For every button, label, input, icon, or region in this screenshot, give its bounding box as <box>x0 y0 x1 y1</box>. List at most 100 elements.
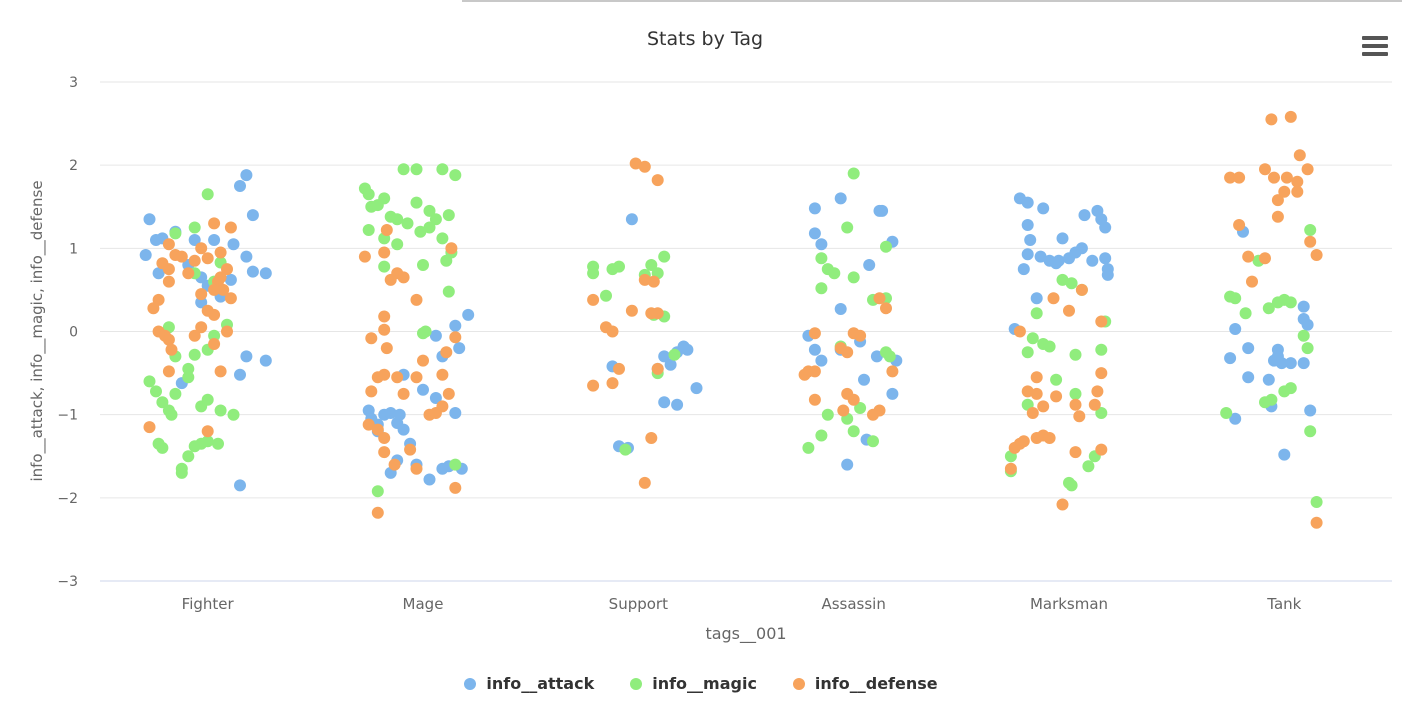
data-point-info--attack <box>1091 204 1104 217</box>
data-point-info--defense <box>404 443 417 456</box>
data-point-info--magic <box>1021 346 1034 359</box>
data-point-info--defense <box>651 307 664 320</box>
data-point-info--defense <box>221 263 233 276</box>
data-point-info--magic <box>417 327 429 340</box>
data-point-info--magic <box>815 252 828 265</box>
data-point-info--defense <box>1233 219 1246 231</box>
data-point-info--magic <box>1069 348 1082 361</box>
legend-marker-defense <box>792 677 805 690</box>
data-point-info--magic <box>201 393 214 406</box>
data-point-info--magic <box>391 213 404 226</box>
data-point-info--defense <box>647 275 660 288</box>
data-point-info--attack <box>658 396 671 409</box>
y-tick-label: −3 <box>57 574 78 590</box>
y-tick-label: −1 <box>57 408 78 424</box>
data-point-info--attack <box>1297 300 1310 313</box>
data-point-info--defense <box>1224 171 1237 184</box>
data-point-info--magic <box>668 348 681 361</box>
data-point-info--defense <box>358 250 371 263</box>
data-point-info--attack <box>188 234 201 246</box>
data-point-info--magic <box>645 259 658 271</box>
data-point-info--defense <box>442 387 455 400</box>
chart-title: Stats by Tag <box>647 28 763 50</box>
legend-item-defense[interactable]: info__defense <box>792 674 938 693</box>
chart-menu-button[interactable] <box>1358 32 1392 60</box>
data-point-info--attack <box>384 407 397 419</box>
data-point-info--attack <box>808 202 821 215</box>
data-point-info--attack <box>1078 209 1091 222</box>
data-point-info--magic <box>401 217 414 230</box>
top-border <box>462 0 1402 2</box>
data-point-info--defense <box>188 254 201 267</box>
data-point-info--attack <box>815 238 828 251</box>
data-point-info--defense <box>651 362 664 375</box>
data-point-info--defense <box>1291 185 1304 198</box>
data-point-info--defense <box>1278 185 1291 198</box>
data-point-info--magic <box>1026 332 1039 345</box>
data-point-info--defense <box>638 160 651 173</box>
data-point-info--attack <box>240 250 253 263</box>
data-point-info--attack <box>815 354 828 367</box>
data-point-info--attack <box>393 408 406 421</box>
data-point-info--magic <box>188 221 201 234</box>
data-point-info--magic <box>1043 340 1056 353</box>
data-point-info--magic <box>1095 407 1108 419</box>
chart-legend: info__attack info__magic info__defense <box>0 674 1402 693</box>
data-point-info--defense <box>1043 432 1056 444</box>
data-point-info--magic <box>1284 296 1297 309</box>
data-point-info--attack <box>1101 268 1114 281</box>
data-point-info--defense <box>397 271 410 284</box>
data-point-info--magic <box>1069 387 1082 400</box>
data-point-info--defense <box>1265 113 1278 126</box>
data-point-info--attack <box>1304 404 1317 417</box>
data-point-info--magic <box>815 429 828 442</box>
data-point-info--defense <box>1073 410 1086 423</box>
data-point-info--magic <box>1095 343 1108 356</box>
data-point-info--attack <box>1056 232 1069 245</box>
data-point-info--attack <box>841 458 854 471</box>
data-point-info--defense <box>880 302 892 315</box>
data-point-info--magic <box>1229 292 1242 305</box>
legend-item-magic[interactable]: info__magic <box>630 674 757 693</box>
data-point-info--magic <box>208 329 221 342</box>
data-point-info--magic <box>182 362 195 375</box>
data-point-info--attack <box>1297 357 1310 370</box>
data-point-info--defense <box>1069 446 1082 459</box>
data-point-info--attack <box>240 169 253 182</box>
data-point-info--magic <box>1030 307 1043 320</box>
data-point-info--attack <box>423 473 436 486</box>
data-point-info--attack <box>1301 318 1314 331</box>
data-point-info--defense <box>410 371 423 384</box>
data-point-info--defense <box>162 365 175 378</box>
data-point-info--attack <box>858 373 870 386</box>
data-point-info--attack <box>1050 257 1063 270</box>
data-point-info--defense <box>1095 367 1108 380</box>
data-point-info--magic <box>212 437 224 450</box>
legend-label-magic: info__magic <box>652 674 757 693</box>
data-point-info--defense <box>388 458 401 471</box>
data-point-info--attack <box>397 423 410 436</box>
data-point-info--defense <box>449 331 462 344</box>
data-point-info--magic <box>423 221 436 234</box>
data-point-info--defense <box>224 221 237 234</box>
data-point-info--magic <box>613 260 625 273</box>
data-point-info--attack <box>658 350 671 363</box>
data-point-info--defense <box>613 362 625 375</box>
data-point-info--attack <box>625 213 638 226</box>
data-point-info--defense <box>1026 407 1039 419</box>
data-point-info--attack <box>417 383 429 396</box>
y-axis-title: info__attack, info__magic, info__defense <box>28 180 47 481</box>
data-point-info--magic <box>182 450 195 463</box>
hamburger-menu-icon-bar-2 <box>1362 44 1388 48</box>
data-point-info--defense <box>1233 171 1246 184</box>
data-point-info--magic <box>658 250 671 263</box>
data-point-info--magic <box>1056 273 1069 286</box>
data-point-info--defense <box>1095 315 1108 328</box>
data-point-info--defense <box>886 365 899 378</box>
data-point-info--defense <box>808 393 821 406</box>
data-point-info--defense <box>378 310 391 323</box>
x-tick-label: Marksman <box>1030 595 1108 613</box>
legend-item-attack[interactable]: info__attack <box>464 674 594 693</box>
data-point-info--magic <box>442 285 455 298</box>
data-point-info--magic <box>150 385 162 398</box>
